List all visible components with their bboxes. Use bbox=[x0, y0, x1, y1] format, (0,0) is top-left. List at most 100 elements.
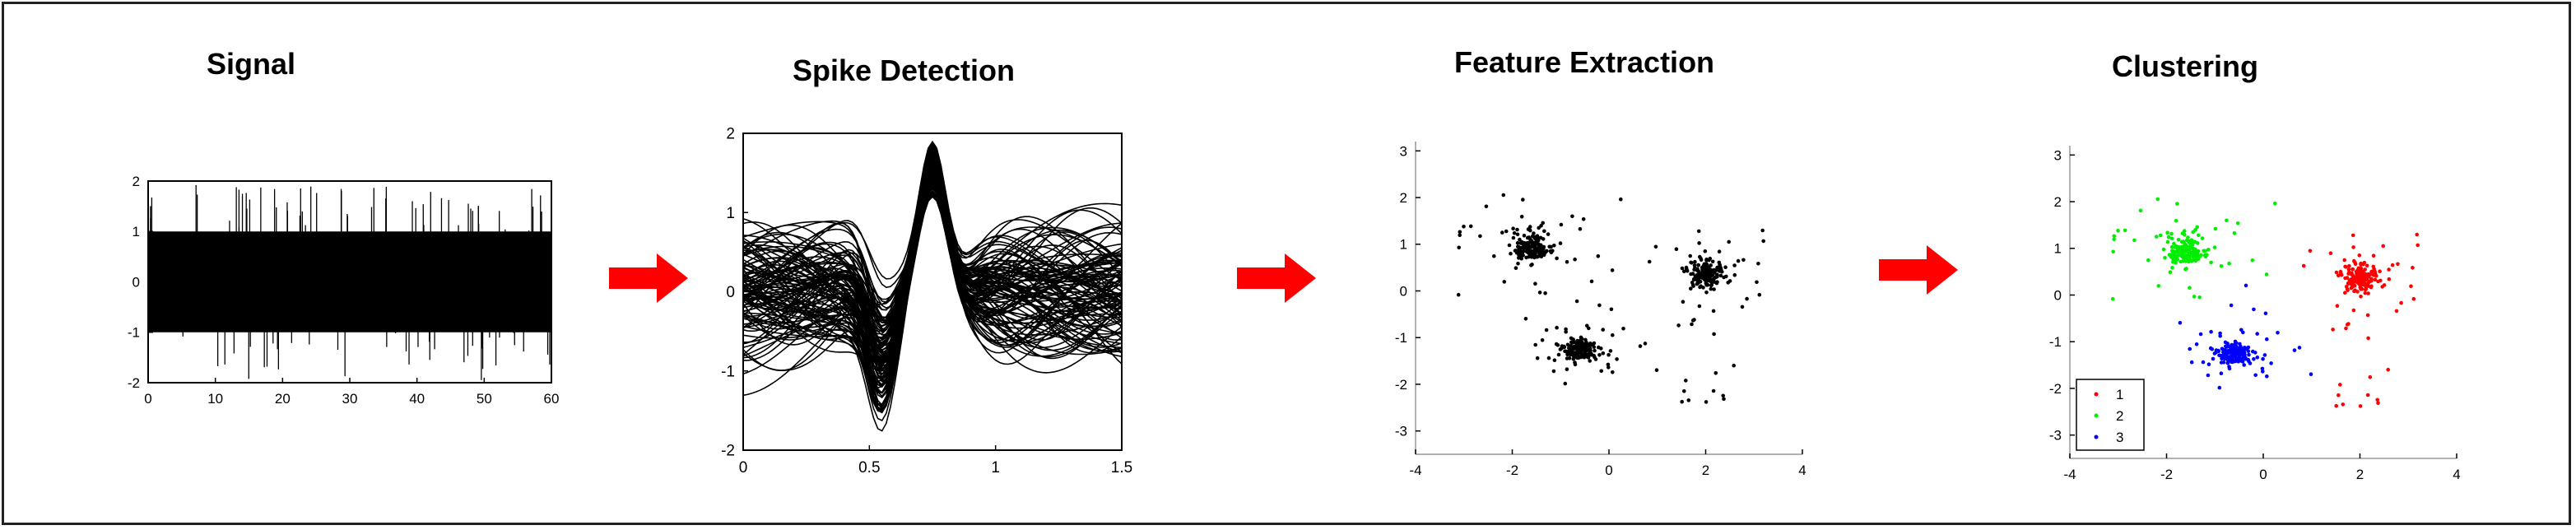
scatter-point bbox=[2244, 356, 2248, 361]
spike-waveform bbox=[743, 157, 1122, 323]
scatter-point bbox=[2186, 235, 2190, 239]
x-tick-label: 4 bbox=[1798, 463, 1806, 478]
scatter-point bbox=[2176, 249, 2180, 254]
scatter-point bbox=[2346, 281, 2350, 286]
scatter-point bbox=[2232, 231, 2237, 235]
scatter-point bbox=[1542, 229, 1546, 234]
scatter-point bbox=[1501, 193, 1506, 198]
legend-label: 2 bbox=[2116, 408, 2123, 424]
scatter-point bbox=[1681, 300, 1686, 304]
scatter-point bbox=[2182, 229, 2187, 233]
y-tick-label: 3 bbox=[1400, 143, 1407, 159]
scatter-point bbox=[1690, 272, 1695, 276]
waveform-group bbox=[743, 140, 1122, 432]
scatter-point bbox=[2155, 235, 2159, 239]
spike-waveform bbox=[743, 181, 1122, 386]
scatter-point bbox=[1520, 240, 1524, 244]
scatter-point bbox=[1502, 280, 1507, 284]
scatter-point bbox=[1521, 198, 1525, 202]
scatter-point bbox=[1587, 326, 1591, 331]
spike-waveform bbox=[743, 152, 1122, 359]
spike-waveform bbox=[743, 164, 1122, 379]
scatter-point bbox=[1519, 215, 1524, 219]
scatter-point bbox=[1621, 327, 1625, 331]
y-tick-label: 2 bbox=[1400, 190, 1407, 206]
scatter-point bbox=[2273, 201, 2277, 206]
stage-title-clustering: Clustering bbox=[2111, 49, 2259, 83]
scatter-point bbox=[1732, 263, 1737, 267]
scatter-point bbox=[2334, 403, 2338, 408]
spike-waveform-chart: 0 0.5 1 1.5 2 1 0 -1 -2 bbox=[721, 126, 1132, 477]
scatter-point bbox=[2227, 261, 2231, 266]
scatter-point bbox=[1690, 282, 1695, 287]
scatter-point bbox=[2205, 253, 2209, 258]
scatter-point bbox=[1536, 238, 1541, 243]
scatter-point bbox=[2198, 332, 2203, 337]
scatter-point bbox=[2116, 229, 2120, 233]
y-tick-label: 2 bbox=[2054, 194, 2062, 210]
scatter-point bbox=[2260, 366, 2265, 371]
scatter-point bbox=[2165, 230, 2169, 235]
scatter-point bbox=[1573, 344, 1577, 349]
legend-box bbox=[2076, 379, 2145, 451]
arrow-right-icon bbox=[609, 253, 688, 303]
scatter-point bbox=[2179, 239, 2184, 244]
scatter-point bbox=[2241, 330, 2245, 335]
scatter-point bbox=[2170, 249, 2174, 253]
scatter-point bbox=[1756, 262, 1760, 266]
scatter-point bbox=[1697, 241, 1701, 245]
scatter-point bbox=[1593, 348, 1597, 353]
scatter-point bbox=[1558, 347, 1563, 351]
scatter-point bbox=[2250, 258, 2255, 263]
scatter-point bbox=[1722, 397, 1726, 402]
scatter-point bbox=[1583, 337, 1588, 342]
scatter-point bbox=[1607, 365, 1611, 370]
y-tick-label: -2 bbox=[2049, 381, 2062, 397]
scatter-point bbox=[2235, 221, 2240, 225]
x-tick-label: -4 bbox=[2063, 467, 2076, 482]
scatter-point bbox=[1565, 342, 1570, 347]
scatter-point bbox=[2358, 271, 2363, 275]
scatter-point bbox=[2373, 277, 2378, 282]
scatter-point bbox=[1552, 358, 1557, 363]
scatter-point bbox=[1599, 369, 1603, 374]
scatter-point bbox=[1676, 323, 1681, 328]
scatter-point bbox=[2373, 269, 2377, 274]
scatter-point bbox=[2411, 296, 2416, 301]
scatter-point bbox=[2206, 373, 2211, 378]
scatter-point bbox=[2227, 365, 2231, 369]
scatter-point bbox=[1539, 224, 1543, 228]
scatter-point bbox=[1692, 263, 1697, 267]
scatter-point bbox=[2234, 351, 2239, 356]
scatter-point bbox=[2110, 296, 2115, 301]
scatter-point bbox=[2346, 272, 2350, 276]
scatter-point bbox=[1578, 227, 1583, 231]
x-tick-label: 60 bbox=[544, 391, 560, 407]
scatter-point bbox=[1533, 240, 1538, 244]
spike-waveform bbox=[743, 171, 1122, 370]
x-tick-label: -2 bbox=[2160, 467, 2173, 482]
scatter-point bbox=[2230, 347, 2235, 352]
scatter-point bbox=[1530, 234, 1535, 239]
scatter-point bbox=[1690, 261, 1694, 265]
scatter-point bbox=[2351, 245, 2355, 249]
scatter-point bbox=[2252, 307, 2256, 312]
x-tick-label: 1.5 bbox=[1111, 459, 1132, 477]
y-tick-label: -1 bbox=[128, 325, 140, 341]
scatter-point bbox=[2416, 243, 2420, 248]
scatter-point bbox=[1541, 221, 1545, 225]
scatter-point bbox=[1686, 398, 1691, 402]
scatter-point bbox=[2225, 354, 2230, 359]
scatter-point bbox=[1704, 291, 1709, 295]
scatter-point bbox=[1570, 346, 1574, 351]
spike-waveform bbox=[743, 195, 1122, 379]
y-tick-label: -2 bbox=[721, 443, 735, 460]
x-tick-label: -4 bbox=[1409, 463, 1421, 478]
scatter-point bbox=[1576, 343, 1581, 348]
scatter-point bbox=[2218, 334, 2222, 338]
spike-waveform bbox=[743, 184, 1122, 361]
scatter-point bbox=[1526, 244, 1531, 249]
y-tick-label: 3 bbox=[2054, 147, 2062, 163]
scatter-point bbox=[1458, 233, 1462, 238]
x-tick-label: 2 bbox=[2356, 467, 2364, 482]
